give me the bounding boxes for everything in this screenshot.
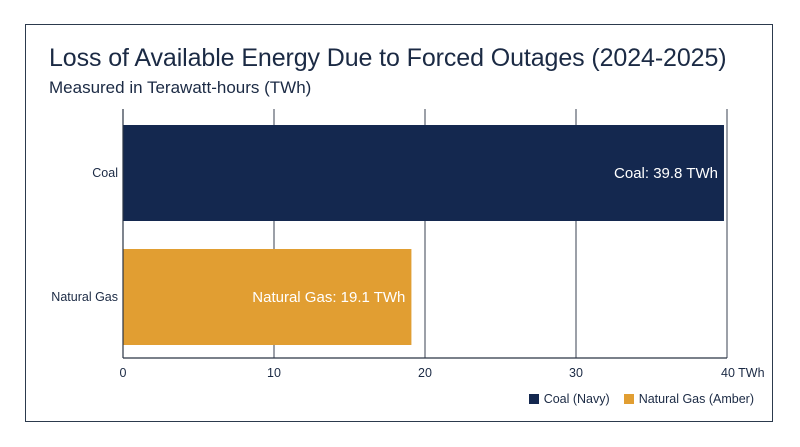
bar-natural-gas (123, 249, 412, 345)
chart-subtitle: Measured in Terawatt-hours (TWh) (49, 78, 312, 97)
x-tick-label-10: 10 (267, 366, 281, 380)
x-tick-label-0: 0 (120, 366, 127, 380)
data-label-coal: Coal: 39.8 TWh (614, 165, 718, 182)
chart-title: Loss of Available Energy Due to Forced O… (49, 44, 727, 72)
chart-legend: Coal (Navy) Natural Gas (Amber) (528, 392, 754, 406)
legend-swatch-coal (528, 394, 539, 404)
category-label-natural-gas: Natural Gas (51, 290, 118, 304)
legend-swatch-natural-gas (623, 394, 634, 404)
x-tick-label-20: 20 (418, 366, 432, 380)
chart-frame (25, 24, 773, 422)
x-tick-label-30: 30 (569, 366, 583, 380)
x-tick-label-40: 40 TWh (721, 366, 765, 380)
legend-label-coal: Coal (Navy) (543, 392, 610, 406)
data-label-natural-gas: Natural Gas: 19.1 TWh (252, 289, 405, 306)
category-label-coal: Coal (92, 166, 118, 180)
legend-item-natural-gas: Natural Gas (Amber) (623, 392, 754, 406)
legend-item-coal: Coal (Navy) (528, 392, 610, 406)
bar-coal (123, 125, 724, 221)
legend-label-natural-gas: Natural Gas (Amber) (638, 392, 754, 406)
